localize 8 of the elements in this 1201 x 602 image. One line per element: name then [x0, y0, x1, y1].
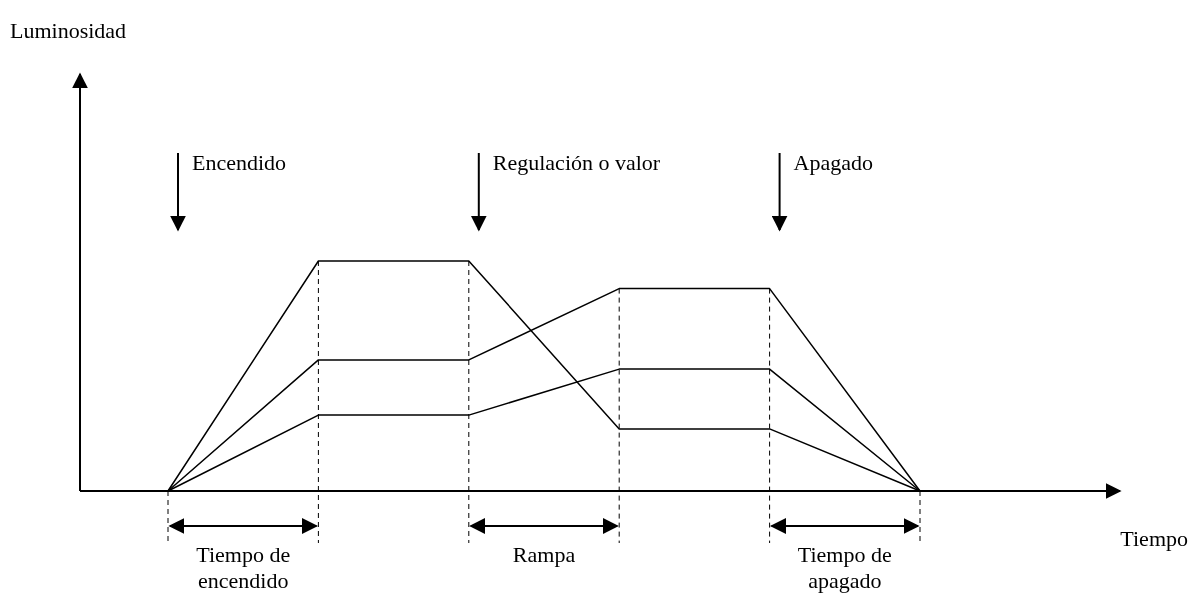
text: Tiempo de apagado	[797, 542, 892, 593]
text: Regulación o valor	[492, 150, 661, 175]
text: Apagado	[793, 150, 874, 175]
x-axis-title: Tiempo	[1120, 526, 1188, 551]
text: Tiempo de encendido	[196, 542, 291, 593]
text: Luminosidad	[10, 18, 127, 43]
text: Encendido	[192, 150, 287, 175]
text: Rampa	[512, 542, 576, 567]
